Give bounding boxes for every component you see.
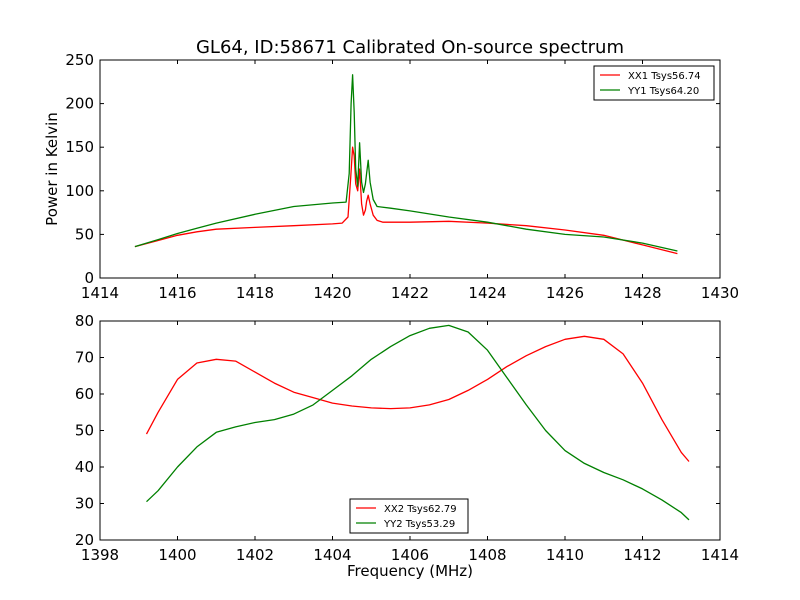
x-tick-label: 1400 <box>158 546 196 564</box>
x-tick-label: 1406 <box>391 546 429 564</box>
top-spectrum-panel: 1414 1416 1418 1420 1422 1424 1426 1428 1430 0 50 1… <box>43 51 739 302</box>
legend: XX2 Tsys62.79 YY2 Tsys53.29 <box>349 498 469 534</box>
x-tick-label: 1412 <box>623 546 661 564</box>
x-tick-label: 1404 <box>313 546 351 564</box>
x-tick-label: 1414 <box>701 546 739 564</box>
series-line-xx1-tsys56-74 <box>134 146 678 255</box>
series-line-yy2-tsys53-29 <box>146 324 690 521</box>
legend-entry: XX1 Tsys56.74 <box>628 71 701 82</box>
legend-entry: XX2 Tsys62.79 <box>384 504 457 515</box>
y-tick-label: 200 <box>65 95 94 113</box>
x-tick-label: 1402 <box>236 546 274 564</box>
legend-entry: YY2 Tsys53.29 <box>383 519 455 530</box>
x-tick-label: 1428 <box>623 284 661 302</box>
x-tick-label: 1398 <box>81 546 119 564</box>
y-tick-label: 50 <box>75 422 94 440</box>
x-tick-label: 1430 <box>701 284 739 302</box>
chart-title: GL64, ID:58671 Calibrated On-source spec… <box>196 37 624 58</box>
x-tick-label: 1414 <box>81 284 119 302</box>
series-line-xx2-tsys62-79 <box>145 335 690 462</box>
bottom-spectrum-panel: 1398 1400 1402 1404 1406 1408 1410 1412 1414 20 30… <box>75 312 739 580</box>
legend-box <box>593 65 715 101</box>
x-tick-label: 1408 <box>468 546 506 564</box>
legend: XX1 Tsys56.74 YY1 Tsys64.20 <box>593 65 715 101</box>
x-axis-label: Frequency (MHz) <box>347 562 473 580</box>
series-line-yy1-tsys64-20 <box>134 74 678 252</box>
x-tick-label: 1420 <box>313 284 351 302</box>
y-tick-label: 40 <box>75 458 94 476</box>
x-tick-label: 1410 <box>546 546 584 564</box>
x-tick-label: 1416 <box>158 284 196 302</box>
legend-entry: YY1 Tsys64.20 <box>627 86 699 97</box>
y-tick-label: 20 <box>75 531 94 549</box>
y-tick-label: 60 <box>75 385 94 403</box>
x-tick-label: 1424 <box>468 284 506 302</box>
x-tick-label: 1426 <box>546 284 584 302</box>
x-tick-label: 1418 <box>236 284 274 302</box>
x-tick-label: 1422 <box>391 284 429 302</box>
y-tick-label: 100 <box>65 182 94 200</box>
y-axis-label: Power in Kelvin <box>43 112 61 226</box>
legend-box <box>349 498 469 534</box>
y-tick-label: 150 <box>65 138 94 156</box>
y-tick-label: 80 <box>75 312 94 330</box>
y-tick-label: 250 <box>65 51 94 69</box>
y-tick-label: 0 <box>84 269 94 287</box>
y-tick-label: 30 <box>75 495 94 513</box>
y-tick-label: 70 <box>75 349 94 367</box>
y-tick-label: 50 <box>75 225 94 243</box>
